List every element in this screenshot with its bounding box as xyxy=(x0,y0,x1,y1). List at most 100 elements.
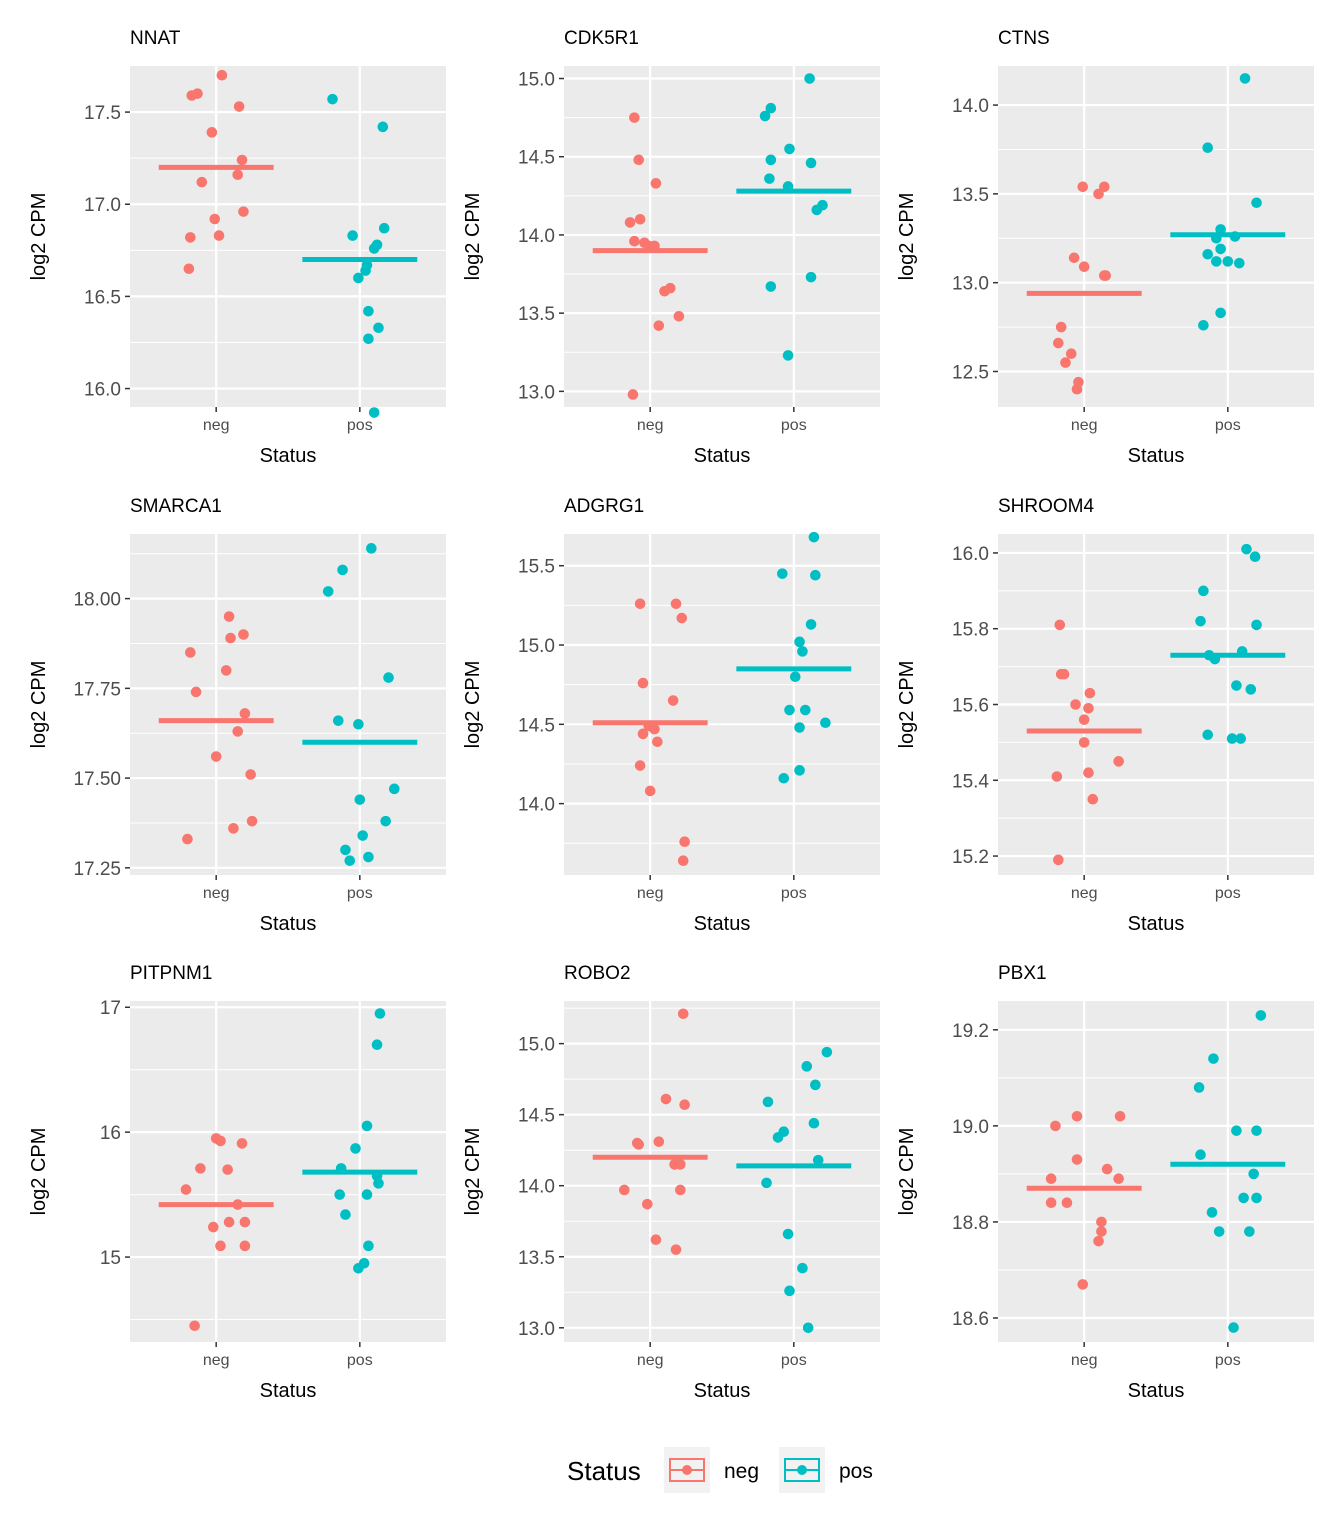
y-tick-label: 17.50 xyxy=(73,769,121,790)
data-point-pos xyxy=(797,646,808,657)
data-point-neg xyxy=(629,112,640,123)
data-point-neg xyxy=(215,1135,226,1147)
data-point-neg xyxy=(633,1139,644,1150)
y-tick-label: 17.5 xyxy=(84,103,121,124)
data-point-pos xyxy=(327,93,338,105)
y-axis-label: log2 CPM xyxy=(28,1128,50,1216)
data-point-pos xyxy=(1198,320,1209,331)
data-point-pos xyxy=(810,1079,821,1091)
panel-background xyxy=(564,1001,880,1342)
y-tick-label: 16 xyxy=(100,1123,121,1144)
data-point-neg xyxy=(634,598,646,610)
data-point-neg xyxy=(670,598,682,610)
x-tick-label: pos xyxy=(347,885,373,902)
data-point-neg xyxy=(239,1216,251,1228)
y-tick-label: 18.8 xyxy=(952,1213,989,1234)
data-point-neg xyxy=(1045,1173,1057,1185)
data-point-pos xyxy=(1209,653,1221,665)
data-point-neg xyxy=(238,629,249,640)
panel-background xyxy=(564,534,880,875)
y-tick-label: 14.0 xyxy=(518,1177,555,1198)
data-point-pos xyxy=(1215,224,1226,235)
data-point-neg xyxy=(1101,1163,1113,1175)
data-point-neg xyxy=(660,1093,672,1105)
y-axis-label: log2 CPM xyxy=(28,193,50,281)
data-point-neg xyxy=(239,1240,251,1252)
data-point-neg xyxy=(627,389,639,400)
data-point-neg xyxy=(1061,1197,1073,1209)
data-point-neg xyxy=(634,213,646,225)
data-point-pos xyxy=(772,1132,784,1143)
y-tick-label: 13.0 xyxy=(518,382,555,403)
data-point-pos xyxy=(778,772,790,784)
x-axis-label: Status xyxy=(694,445,751,467)
data-point-pos xyxy=(1241,543,1252,555)
data-point-pos xyxy=(761,1177,772,1189)
data-point-pos xyxy=(1255,1010,1267,1021)
data-point-neg xyxy=(649,240,660,252)
y-axis-label: log2 CPM xyxy=(462,661,484,749)
x-axis-label: Status xyxy=(260,445,317,467)
data-point-neg xyxy=(195,1163,206,1174)
data-point-pos xyxy=(1208,1053,1219,1064)
data-point-neg xyxy=(1071,1154,1083,1165)
x-tick-label: neg xyxy=(637,417,664,434)
data-point-pos xyxy=(1229,231,1241,242)
data-point-neg xyxy=(1054,619,1066,631)
data-point-neg xyxy=(1060,357,1071,368)
y-tick-label: 13.0 xyxy=(952,274,989,295)
data-point-pos xyxy=(350,1143,361,1154)
data-point-neg xyxy=(1113,1173,1124,1185)
data-point-neg xyxy=(246,815,258,827)
data-point-pos xyxy=(383,672,394,683)
data-point-neg xyxy=(183,263,195,275)
y-tick-label: 15.6 xyxy=(952,696,989,717)
data-point-pos xyxy=(812,1154,824,1166)
data-point-pos xyxy=(765,154,777,166)
data-point-neg xyxy=(1093,188,1104,200)
data-point-pos xyxy=(1206,1207,1218,1218)
data-point-pos xyxy=(1195,1149,1206,1160)
y-axis-label: log2 CPM xyxy=(896,1128,918,1216)
x-tick-label: pos xyxy=(781,1352,807,1369)
y-tick-label: 19.0 xyxy=(952,1117,989,1138)
data-point-pos xyxy=(1215,243,1226,255)
data-point-neg xyxy=(653,320,665,331)
data-point-neg xyxy=(659,285,670,297)
data-point-pos xyxy=(353,718,364,730)
panel-pitpnm1: 15 16 17 neg pos PITPNM1 Status log2 CPM xyxy=(28,963,446,1402)
data-point-pos xyxy=(361,1120,373,1132)
data-point-pos xyxy=(794,722,805,733)
panel-background xyxy=(564,66,880,407)
data-point-neg xyxy=(1065,348,1077,360)
data-point-pos xyxy=(1234,257,1245,269)
data-point-pos xyxy=(1198,585,1209,597)
y-tick-label: 13.5 xyxy=(518,1248,555,1269)
data-point-pos xyxy=(340,844,351,856)
panel-nnat: 16.0 16.5 17.0 17.5 neg pos NNAT Status log2 CPM xyxy=(28,28,446,467)
y-tick-label: 16.0 xyxy=(84,380,121,401)
data-point-neg xyxy=(196,176,208,188)
legend-title: Status xyxy=(567,1456,641,1486)
data-point-neg xyxy=(1050,1120,1061,1132)
data-point-neg xyxy=(1096,1216,1107,1228)
data-point-pos xyxy=(1231,680,1242,691)
data-point-neg xyxy=(232,1199,244,1210)
data-point-neg xyxy=(675,1159,686,1170)
data-point-pos xyxy=(794,636,805,648)
x-axis-label: Status xyxy=(694,1380,751,1402)
data-point-neg xyxy=(652,736,663,748)
data-point-neg xyxy=(624,217,636,228)
data-point-pos xyxy=(1211,232,1222,244)
data-point-pos xyxy=(337,564,348,576)
x-tick-label: neg xyxy=(637,885,664,902)
data-point-neg xyxy=(1071,1110,1083,1122)
data-point-neg xyxy=(1096,1226,1107,1237)
data-point-pos xyxy=(1235,733,1247,744)
data-point-neg xyxy=(637,677,649,689)
data-point-neg xyxy=(215,1240,226,1252)
data-point-pos xyxy=(371,1039,383,1051)
data-point-pos xyxy=(810,569,821,581)
data-point-neg xyxy=(1078,737,1090,748)
data-point-neg xyxy=(239,708,251,719)
